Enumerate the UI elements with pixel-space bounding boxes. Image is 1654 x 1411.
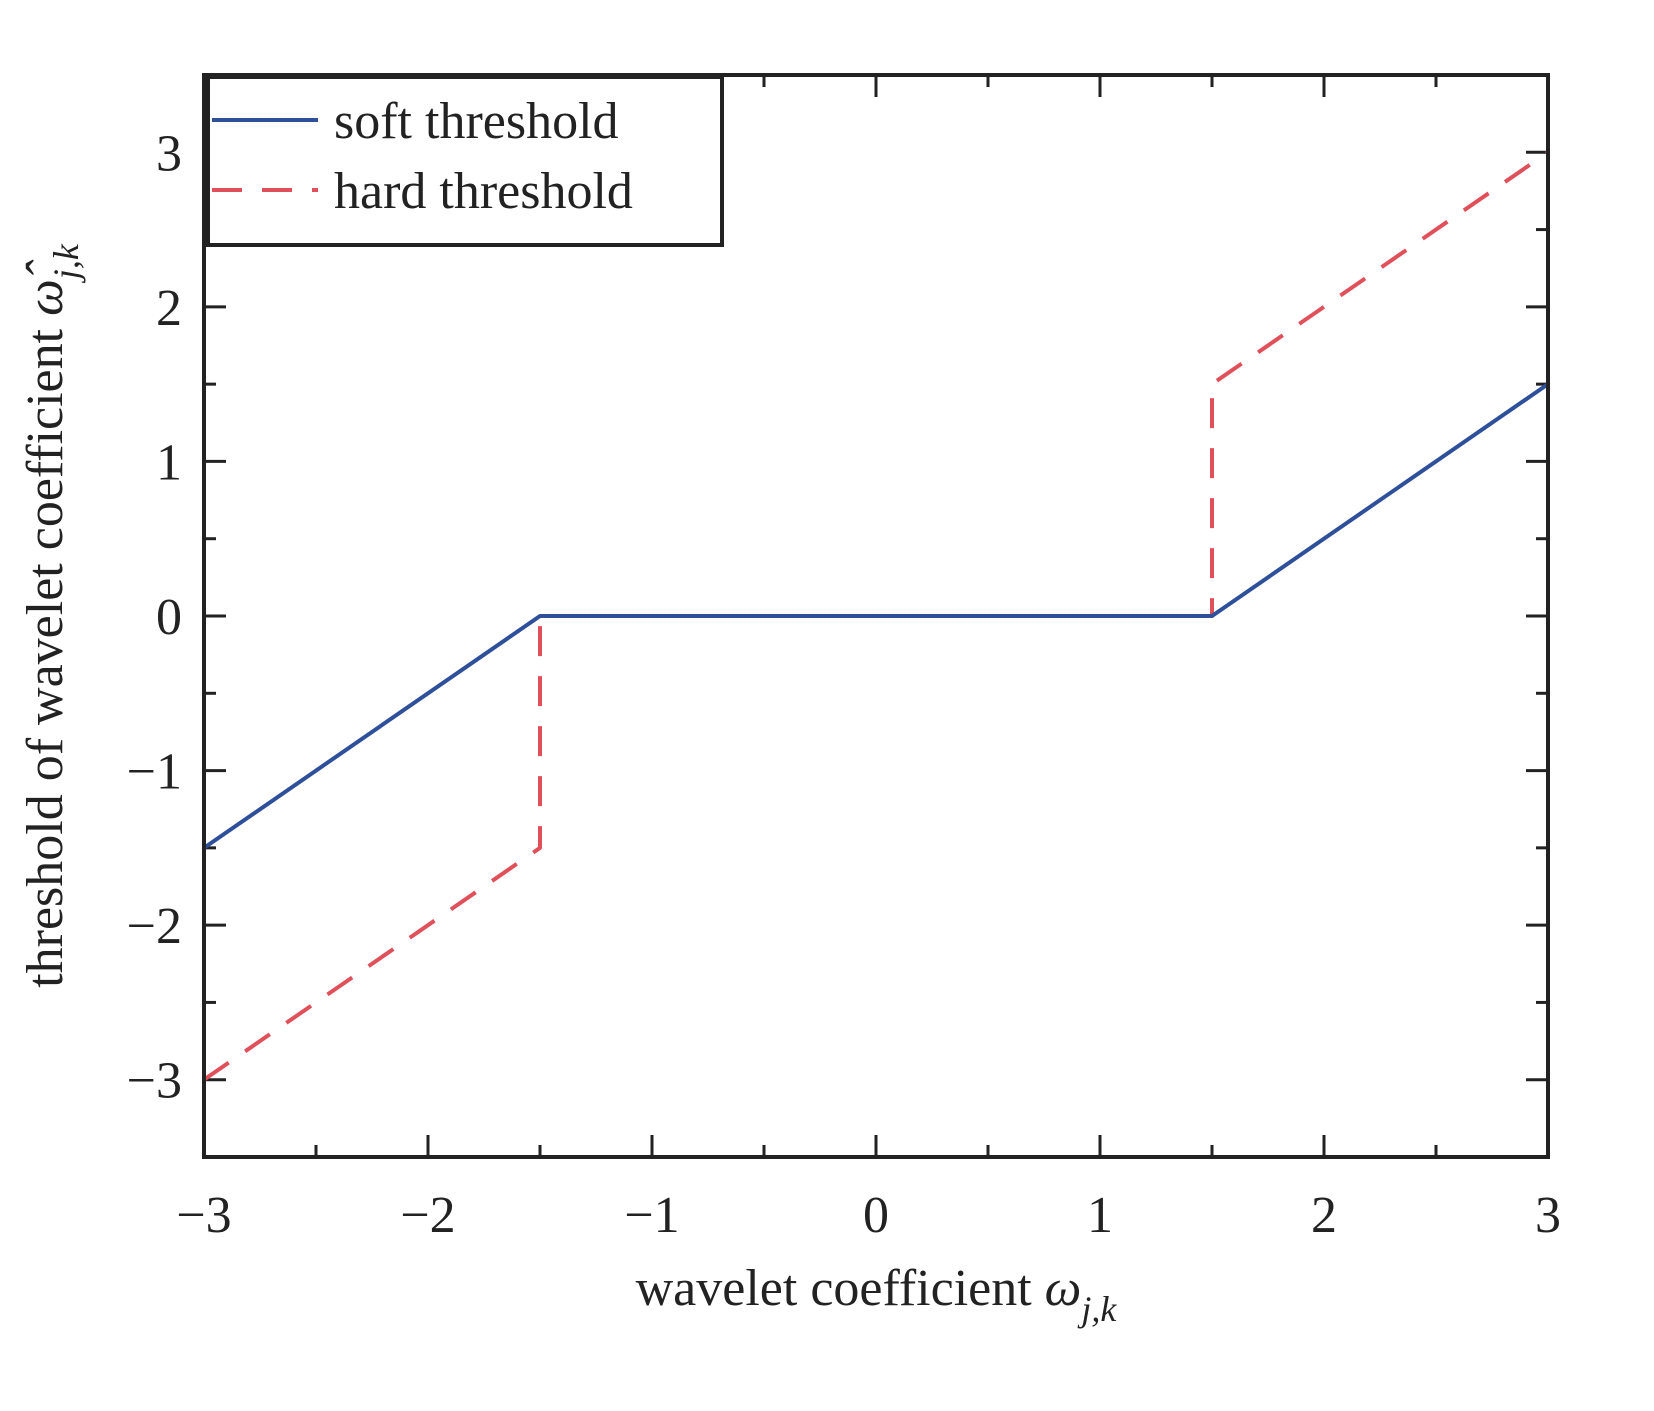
x-axis-label-symbol: ω bbox=[1045, 1260, 1082, 1317]
y-tick-label: −3 bbox=[127, 1053, 182, 1110]
legend-label-hard-threshold: hard threshold bbox=[334, 163, 633, 220]
y-tick-label: −1 bbox=[127, 744, 182, 801]
legend-label-soft-threshold: soft threshold bbox=[334, 93, 619, 150]
y-axis-label-subscript: j,k bbox=[46, 243, 86, 283]
x-axis-label: wavelet coefficient ωj,k bbox=[636, 1260, 1118, 1329]
x-tick-label: 3 bbox=[1535, 1187, 1561, 1244]
ticks-layer bbox=[202, 75, 1550, 1157]
x-tick-label: 1 bbox=[1087, 1187, 1113, 1244]
legend: soft threshold hard threshold bbox=[206, 75, 724, 247]
y-tick-label: 2 bbox=[156, 280, 182, 337]
x-axis-label-subscript: j,k bbox=[1077, 1289, 1117, 1329]
x-tick-label: 2 bbox=[1311, 1187, 1337, 1244]
tick-labels-layer: −3 −2 −1 0 1 2 3 −3 −2 −1 0 1 2 3 bbox=[127, 125, 1561, 1244]
x-tick-label: 0 bbox=[863, 1187, 889, 1244]
series-line-soft-threshold bbox=[202, 382, 1550, 850]
legend-box bbox=[206, 75, 724, 247]
y-axis-label-text: threshold of wavelet coefficient bbox=[17, 316, 74, 988]
y-tick-label: 0 bbox=[156, 589, 182, 646]
y-axis-label: threshold of wavelet coefficient ω̂j,k bbox=[17, 243, 86, 988]
series-layer bbox=[202, 150, 1550, 1082]
x-tick-label: −3 bbox=[176, 1187, 231, 1244]
x-axis-label-text: wavelet coefficient bbox=[636, 1260, 1045, 1317]
y-tick-label: −2 bbox=[127, 898, 182, 955]
y-tick-label: 3 bbox=[156, 125, 182, 182]
x-tick-label: −1 bbox=[624, 1187, 679, 1244]
plot-frame bbox=[202, 73, 1550, 1159]
x-tick-label: −2 bbox=[400, 1187, 455, 1244]
y-tick-label: 1 bbox=[156, 434, 182, 491]
